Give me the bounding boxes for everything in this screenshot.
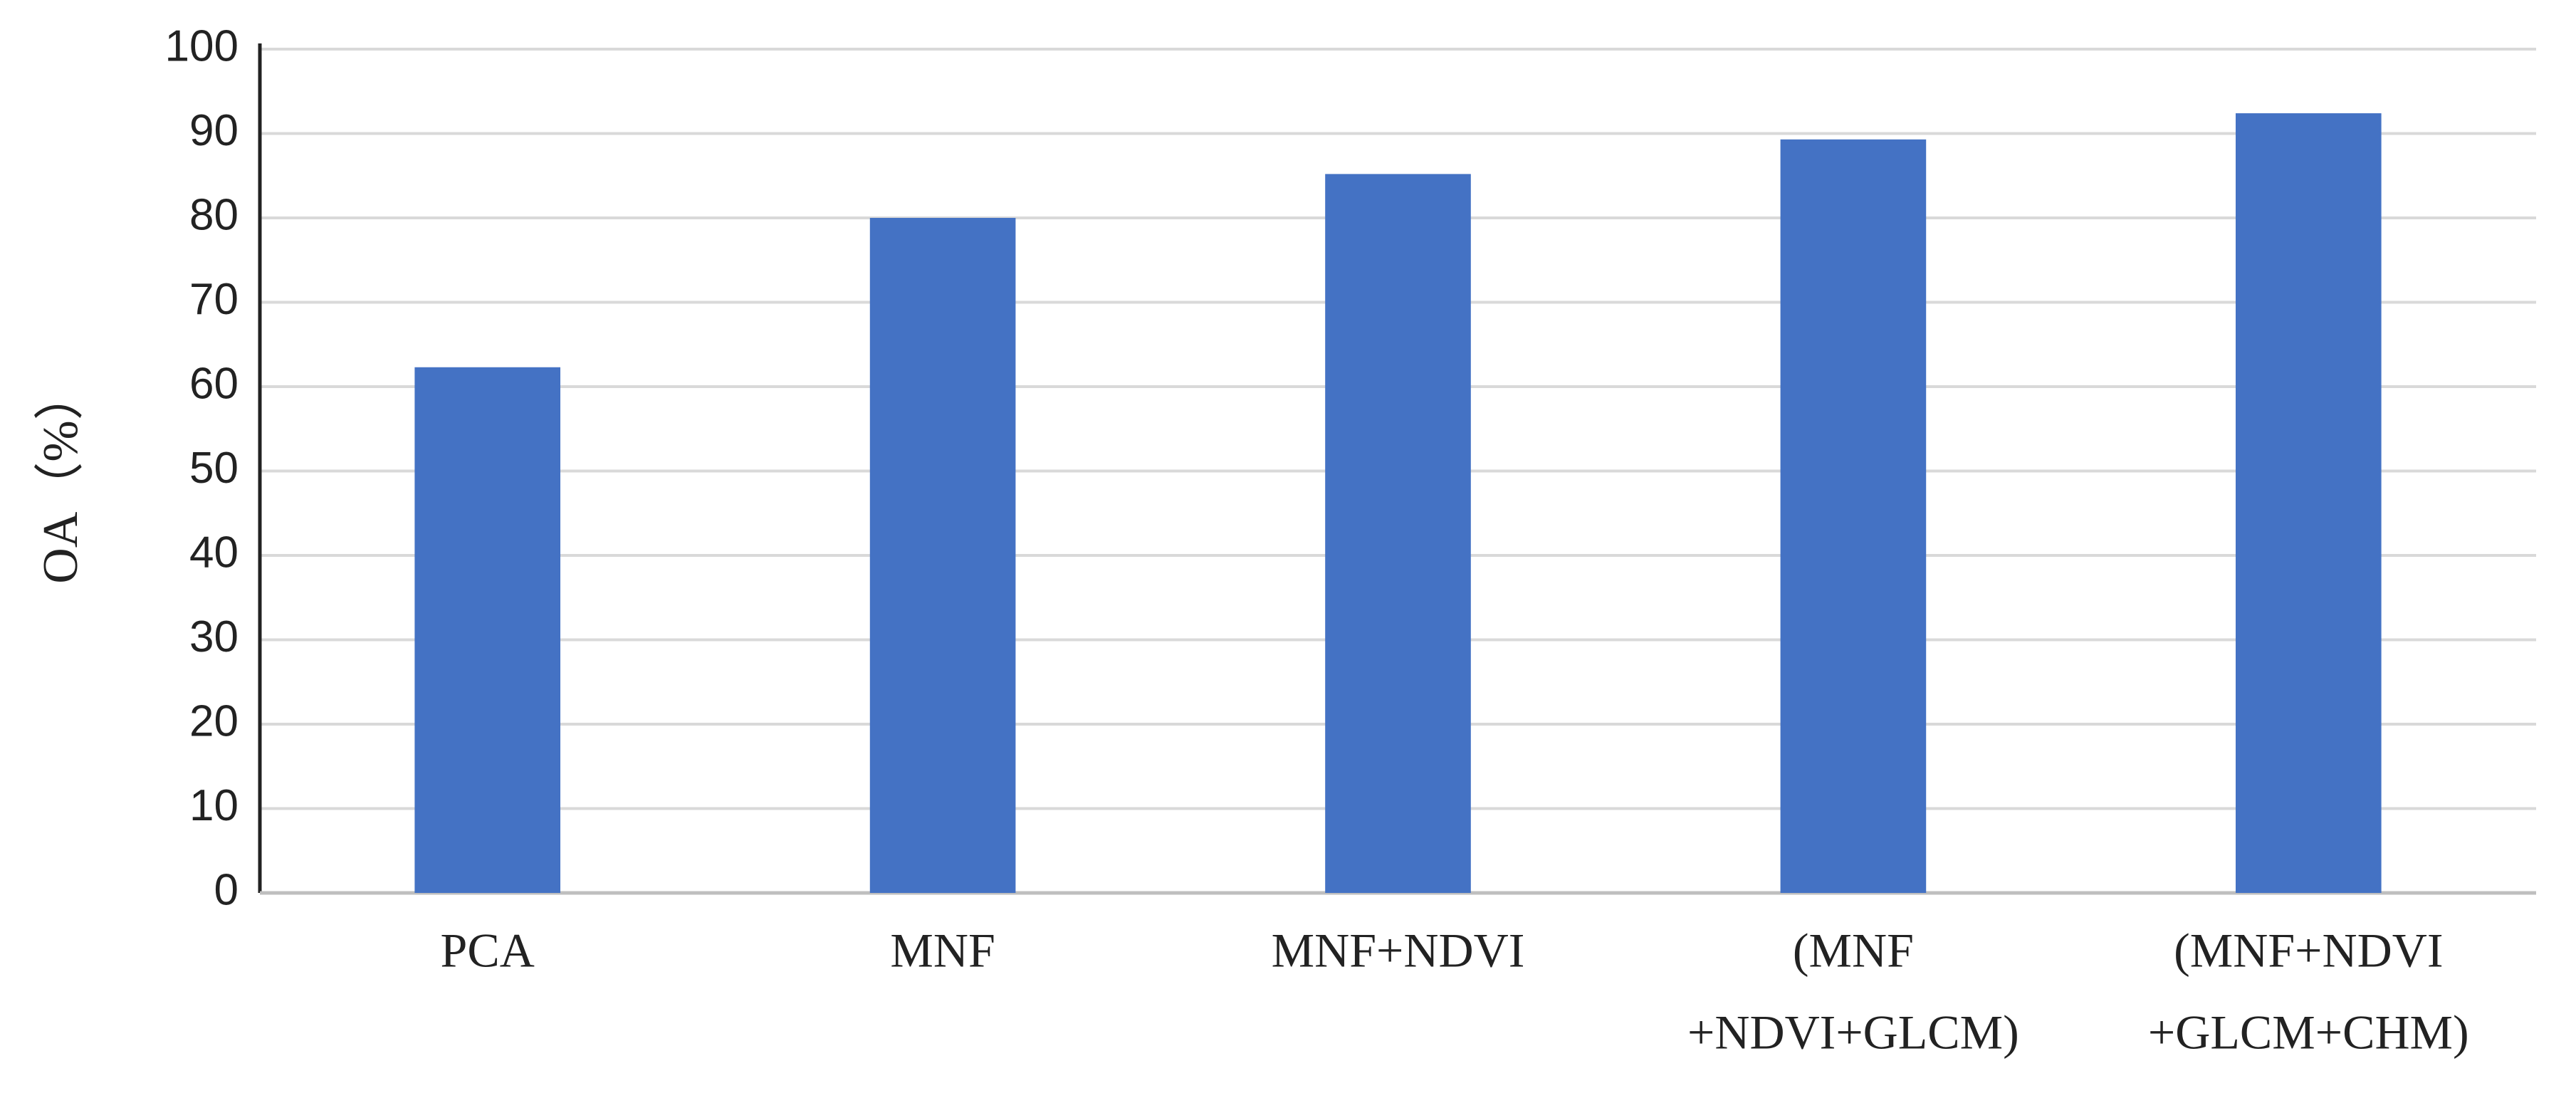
y-tick-label: 30 bbox=[189, 612, 239, 662]
x-tick-label: MNF+NDVI bbox=[1272, 924, 1525, 978]
x-tick-label: +GLCM+CHM) bbox=[2148, 1005, 2469, 1060]
y-tick-label: 10 bbox=[189, 781, 239, 830]
bar bbox=[1780, 139, 1927, 893]
y-tick-label: 90 bbox=[189, 106, 239, 155]
x-tick-label: MNF bbox=[890, 924, 995, 978]
bar bbox=[414, 367, 561, 893]
y-tick-label: 40 bbox=[189, 528, 239, 577]
bar bbox=[2235, 113, 2382, 893]
x-tick-label: (MNF+NDVI bbox=[2174, 924, 2443, 978]
bar bbox=[1325, 174, 1471, 893]
y-tick-label: 50 bbox=[189, 444, 239, 493]
bar bbox=[869, 218, 1016, 893]
y-tick-label: 20 bbox=[189, 696, 239, 746]
y-tick-label: 70 bbox=[189, 275, 239, 324]
y-axis-label: OA（%） bbox=[33, 370, 88, 583]
y-tick-label: 60 bbox=[189, 359, 239, 408]
y-tick-label: 100 bbox=[165, 21, 239, 70]
x-tick-label: +NDVI+GLCM) bbox=[1687, 1005, 2019, 1060]
y-tick-label: 0 bbox=[214, 865, 239, 914]
x-tick-label: (MNF bbox=[1793, 924, 1914, 978]
y-tick-label: 80 bbox=[189, 190, 239, 239]
x-tick-label: PCA bbox=[441, 924, 535, 978]
